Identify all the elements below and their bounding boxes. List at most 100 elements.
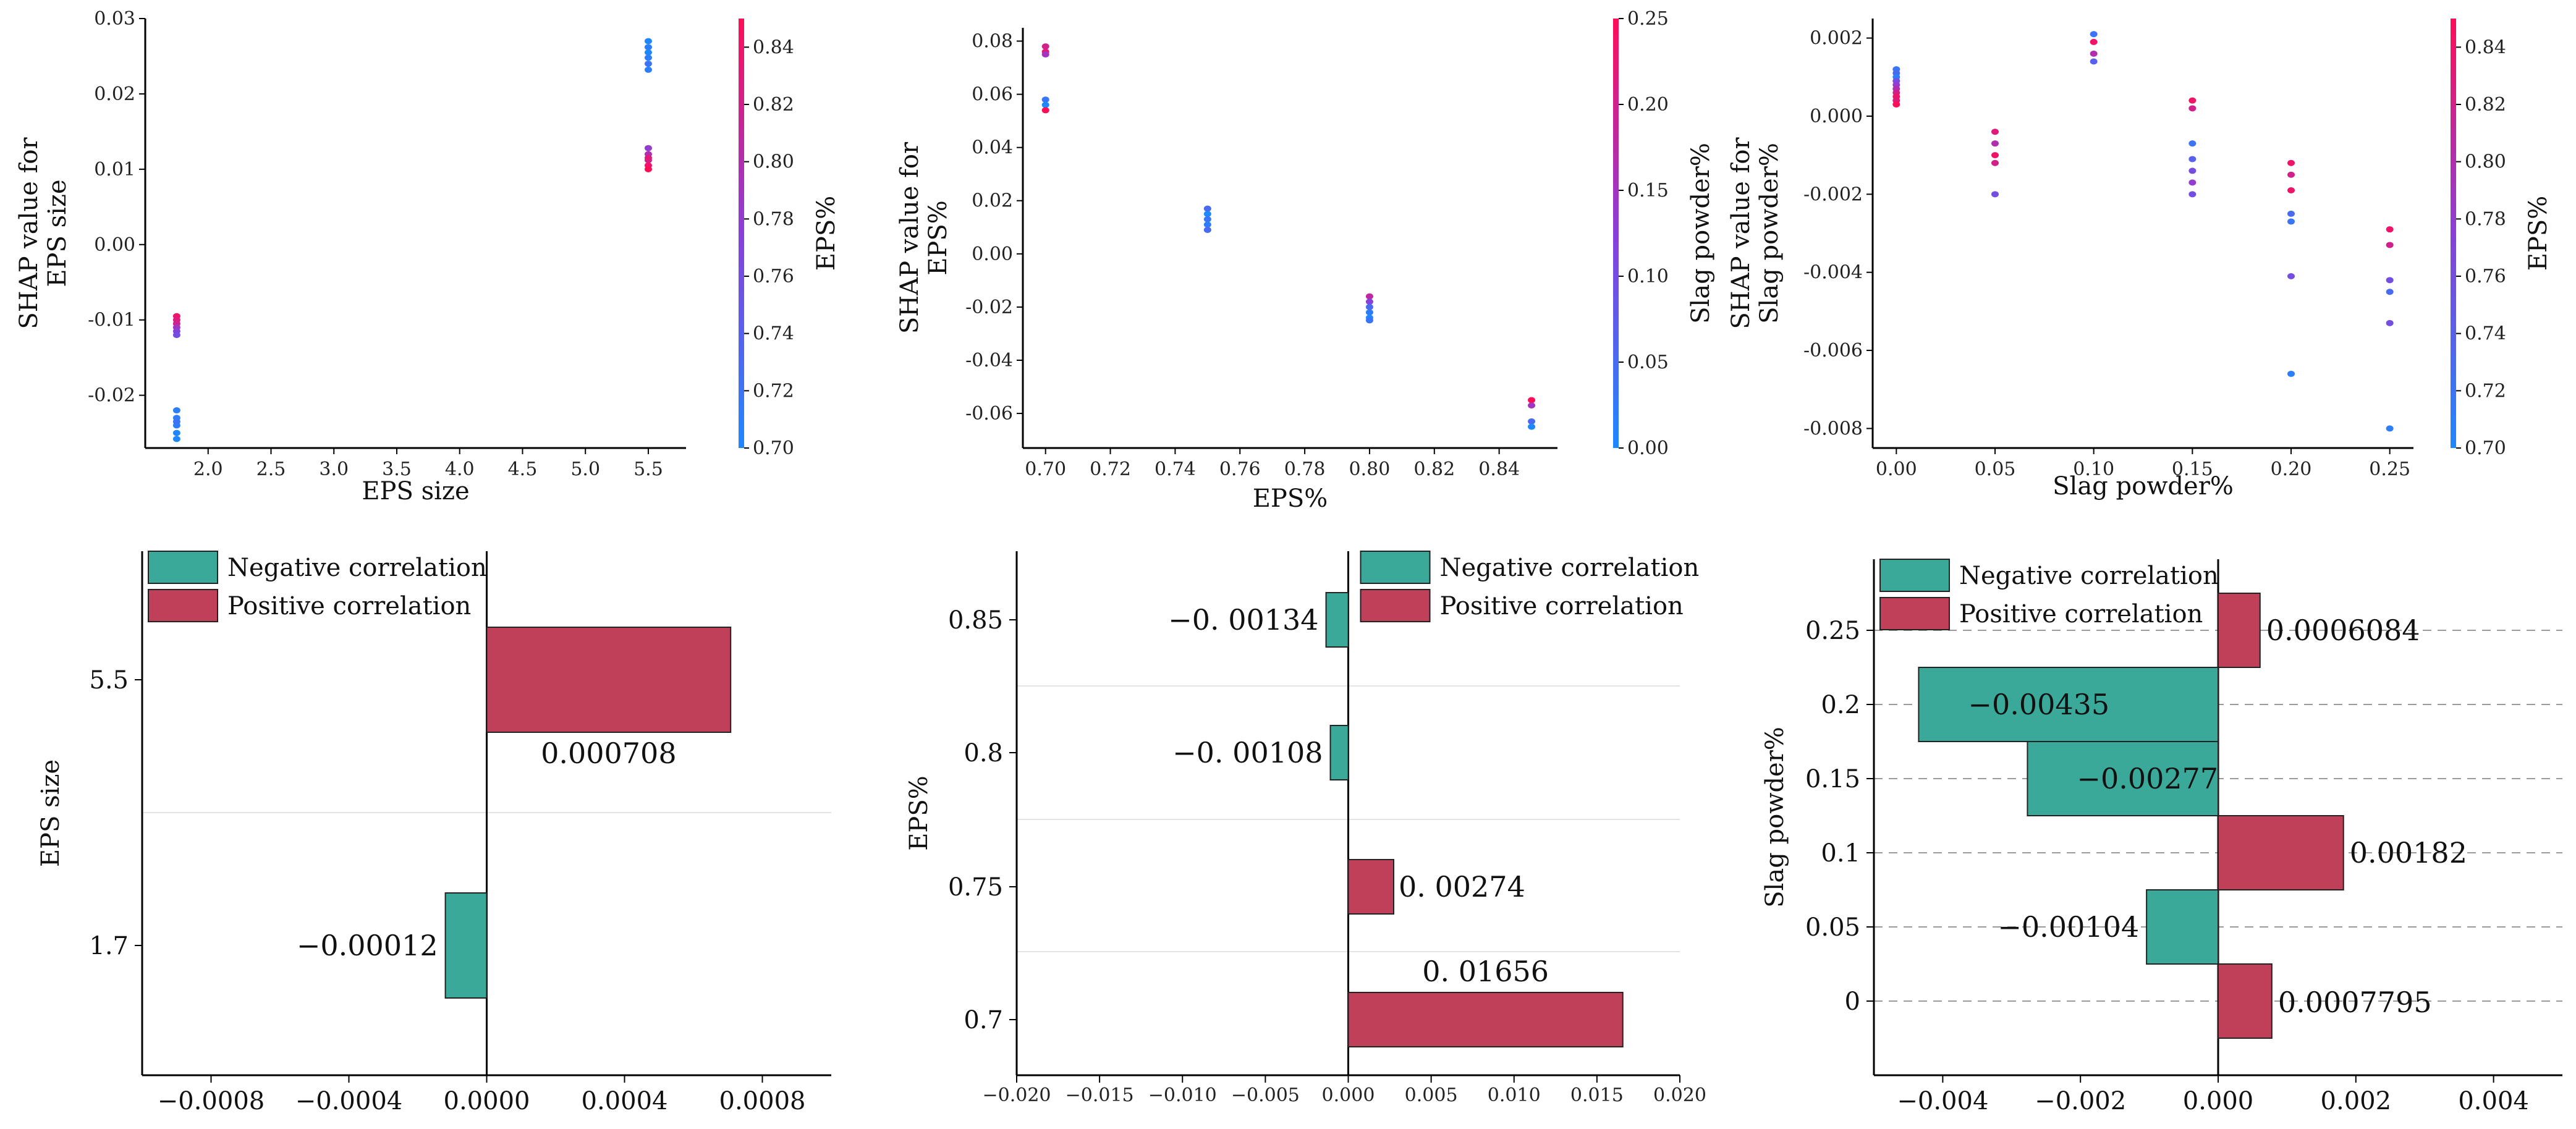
- y-tick-label: 0.000: [1810, 106, 1863, 127]
- data-point: [2386, 242, 2394, 248]
- data-point: [1892, 101, 1900, 108]
- x-tick-label: 0.004: [2458, 1087, 2529, 1115]
- legend: Negative correlation Positive correlation: [1879, 559, 2219, 630]
- negative-bar: [2146, 889, 2219, 965]
- data-point: [2386, 277, 2394, 284]
- colorbar: [1613, 19, 1619, 448]
- x-tick-label: 0.82: [1413, 459, 1455, 480]
- colorbar-tick-label: 0.10: [1627, 266, 1669, 287]
- y-axis-title: EPS size: [36, 759, 65, 867]
- colorbar-tick-label: 0.78: [2465, 208, 2506, 230]
- data-point: [2287, 210, 2295, 217]
- bar-value-label: −0.00012: [297, 929, 438, 962]
- negative-bar: [1325, 592, 1349, 648]
- y-tick-label: -0.01: [88, 310, 135, 331]
- data-point: [1528, 402, 1536, 409]
- y-tick-label: 0.01: [94, 159, 135, 180]
- data-point: [644, 54, 652, 61]
- data-point: [172, 418, 180, 425]
- colorbar-tick-label: 0.20: [1627, 94, 1669, 116]
- data-point: [2090, 38, 2098, 45]
- colorbar: [2451, 19, 2456, 448]
- colorbar-tick-label: 0.80: [753, 151, 794, 173]
- x-tick-label: −0.015: [1066, 1085, 1134, 1106]
- data-point: [1203, 227, 1211, 234]
- colorbar-title: EPS%: [812, 196, 841, 271]
- data-point: [2287, 218, 2295, 225]
- legend-positive-label: Positive correlation: [1440, 592, 1684, 620]
- y-tick-label: -0.008: [1803, 418, 1863, 439]
- data-point: [1203, 205, 1211, 212]
- bar-value-label: 0.0006084: [2266, 614, 2420, 647]
- y-tick-label: 5.5: [89, 666, 129, 695]
- x-tick-label: −0.0004: [295, 1087, 402, 1115]
- data-point: [1041, 43, 1049, 50]
- bar-slag-panel: −0.004 −0.002 0.000 0.002 0.004 0 0.0007795 0.0…: [1761, 559, 2562, 1115]
- data-point: [1991, 191, 1999, 198]
- data-point: [1365, 309, 1373, 316]
- data-point: [1365, 298, 1373, 305]
- data-point: [644, 154, 652, 161]
- shap-slag-panel: 0.00 0.05 0.10 0.15 0.20 0.25 -0.008 -0.006 -0.0…: [1727, 19, 2553, 501]
- data-point: [2188, 179, 2197, 186]
- x-tick-label: 3.5: [382, 459, 412, 480]
- colorbar-tick-label: 0.72: [753, 380, 794, 402]
- data-point: [1991, 159, 1999, 166]
- bar-value-label: −0.00104: [1998, 910, 2139, 944]
- colorbar-tick-label: 0.84: [753, 36, 794, 58]
- y-axis-title: SHAP value forSlag powder%: [1727, 137, 1784, 329]
- colorbar-tick-label: 0.72: [2465, 380, 2506, 402]
- x-tick-label: 0.74: [1155, 459, 1196, 480]
- colorbar-tick-label: 0.80: [2465, 151, 2506, 173]
- data-point: [2188, 167, 2197, 174]
- x-tick-label: 0.20: [2271, 459, 2312, 480]
- x-tick-label: 0.70: [1025, 459, 1066, 480]
- y-tick-label: 0.8: [964, 739, 1003, 767]
- positive-bar: [1347, 859, 1395, 915]
- data-point: [2188, 156, 2197, 163]
- x-tick-label: 3.0: [319, 459, 349, 480]
- bar-eps-size-panel: −0.0008 −0.0004 0.0000 0.0004 0.0008 1.7 −0.00…: [36, 551, 831, 1115]
- y-tick-label: 0.002: [1810, 28, 1863, 49]
- positive-bar: [1347, 992, 1624, 1047]
- data-point: [172, 429, 180, 436]
- y-tick-label: -0.006: [1803, 340, 1863, 362]
- colorbar-tick-label: 0.76: [753, 266, 794, 287]
- data-point: [1041, 107, 1049, 114]
- y-axis-title-line: Slag powder%: [1755, 143, 1784, 324]
- legend-negative-label: Negative correlation: [227, 554, 487, 582]
- y-axis-title: SHAP value forEPS size: [15, 137, 72, 329]
- legend-negative-swatch: [1879, 559, 1950, 592]
- legend: Negative correlation Positive correlation: [148, 551, 487, 622]
- x-tick-label: 0.015: [1570, 1085, 1624, 1106]
- bar-value-label: 0.000708: [541, 737, 677, 770]
- data-point: [172, 332, 180, 339]
- colorbar-tick-label: 0.00: [1627, 438, 1669, 459]
- legend-positive-label: Positive correlation: [227, 592, 471, 620]
- x-tick-label: 0.010: [1488, 1085, 1541, 1106]
- y-tick-label: -0.02: [88, 385, 135, 407]
- y-tick-label: -0.002: [1803, 184, 1863, 205]
- x-tick-label: 2.5: [256, 459, 286, 480]
- y-axis-title-line: SHAP value for: [1727, 137, 1755, 329]
- x-tick-label: 0.0008: [719, 1087, 806, 1115]
- colorbar-tick-label: 0.74: [753, 323, 794, 345]
- x-tick-label: 0.10: [2073, 459, 2114, 480]
- bar-value-label: −0.00277: [2077, 762, 2218, 795]
- data-point: [2188, 140, 2197, 147]
- colorbar-tick-label: 0.25: [1627, 8, 1669, 30]
- y-tick-label: 0.75: [948, 873, 1003, 902]
- bar-value-label: −0. 00108: [1172, 736, 1323, 769]
- x-tick-label: 0.80: [1349, 459, 1391, 480]
- data-point: [1528, 418, 1536, 425]
- y-tick-label: 0.00: [972, 243, 1013, 265]
- x-axis-title: EPS size: [362, 477, 469, 505]
- data-point: [2287, 187, 2295, 193]
- colorbar-tick-label: 0.74: [2465, 323, 2506, 345]
- y-tick-label: 0.1: [1821, 839, 1860, 868]
- x-tick-label: 4.0: [445, 459, 475, 480]
- data-point: [2090, 58, 2098, 65]
- y-tick-label: 0.03: [94, 8, 135, 30]
- colorbar-tick-label: 0.76: [2465, 266, 2506, 287]
- y-tick-label: 0.02: [972, 190, 1013, 212]
